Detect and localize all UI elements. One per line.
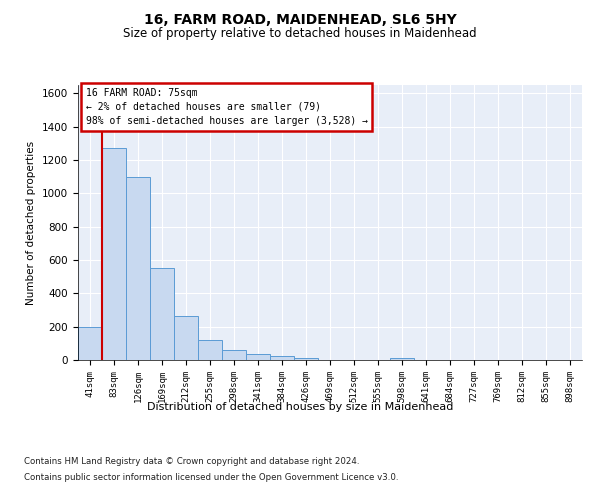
Bar <box>294 358 318 360</box>
Bar <box>150 268 174 360</box>
Bar <box>78 327 102 360</box>
Bar <box>246 354 270 360</box>
Y-axis label: Number of detached properties: Number of detached properties <box>26 140 37 304</box>
Bar <box>270 356 294 360</box>
Text: 16, FARM ROAD, MAIDENHEAD, SL6 5HY: 16, FARM ROAD, MAIDENHEAD, SL6 5HY <box>143 12 457 26</box>
Text: Size of property relative to detached houses in Maidenhead: Size of property relative to detached ho… <box>123 28 477 40</box>
Text: 16 FARM ROAD: 75sqm
← 2% of detached houses are smaller (79)
98% of semi-detache: 16 FARM ROAD: 75sqm ← 2% of detached hou… <box>86 88 368 126</box>
Bar <box>390 358 414 360</box>
Text: Contains HM Land Registry data © Crown copyright and database right 2024.: Contains HM Land Registry data © Crown c… <box>24 458 359 466</box>
Bar <box>126 177 150 360</box>
Bar <box>102 148 126 360</box>
Text: Contains public sector information licensed under the Open Government Licence v3: Contains public sector information licen… <box>24 472 398 482</box>
Bar <box>198 340 222 360</box>
Text: Distribution of detached houses by size in Maidenhead: Distribution of detached houses by size … <box>147 402 453 412</box>
Bar <box>222 350 246 360</box>
Bar <box>174 316 198 360</box>
